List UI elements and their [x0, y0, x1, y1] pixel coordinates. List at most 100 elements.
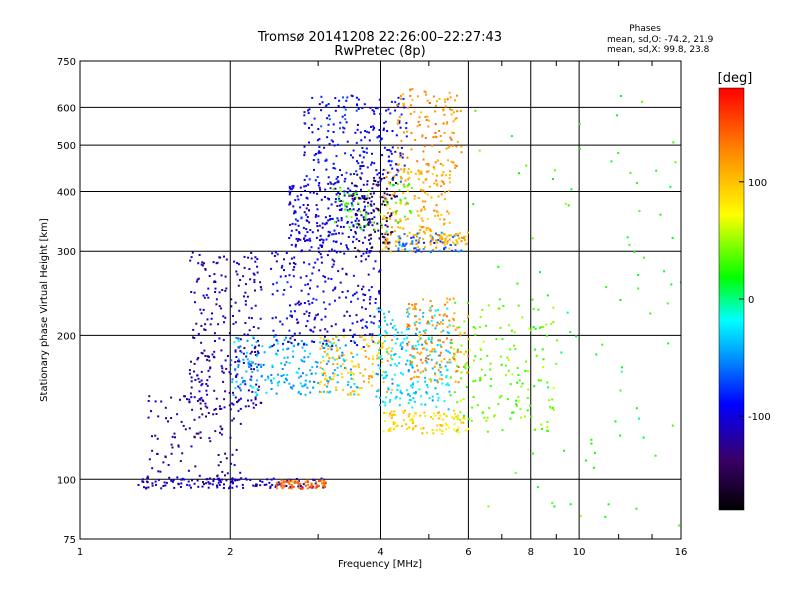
data-point: [431, 367, 434, 370]
data-point: [345, 215, 348, 218]
data-point: [309, 279, 312, 282]
data-point: [299, 375, 302, 378]
data-point: [307, 183, 310, 186]
data-point: [412, 236, 415, 239]
data-point: [410, 170, 413, 173]
data-point: [327, 380, 330, 383]
data-point: [438, 417, 441, 420]
data-point: [235, 380, 238, 383]
data-point: [337, 180, 340, 183]
data-point: [339, 186, 342, 189]
data-point: [362, 374, 365, 377]
data-point: [402, 102, 405, 105]
data-point: [397, 247, 400, 250]
data-point: [364, 325, 367, 328]
data-point: [235, 485, 238, 488]
data-point: [415, 303, 418, 305]
data-point: [304, 481, 307, 484]
data-point: [449, 361, 452, 364]
data-point: [231, 378, 234, 381]
data-point: [407, 341, 410, 344]
data-point: [319, 337, 322, 339]
data-point: [286, 379, 288, 382]
data-point: [438, 363, 441, 366]
data-point: [318, 182, 321, 184]
data-point: [567, 204, 570, 207]
data-point: [378, 367, 381, 370]
data-point: [371, 109, 374, 112]
data-point: [295, 478, 298, 480]
data-point: [463, 236, 466, 239]
data-point: [219, 256, 222, 259]
data-point: [444, 100, 447, 103]
data-point: [389, 427, 392, 430]
data-point: [315, 153, 317, 155]
data-point: [214, 291, 217, 293]
data-point: [486, 416, 489, 419]
data-point: [362, 209, 365, 212]
data-point: [392, 423, 395, 425]
data-point: [187, 469, 190, 472]
data-point: [270, 379, 273, 382]
data-point: [427, 227, 430, 230]
data-point: [526, 409, 529, 412]
data-point: [409, 395, 411, 397]
data-point: [252, 336, 255, 339]
data-point: [324, 223, 327, 226]
data-point: [440, 180, 443, 183]
data-point: [416, 125, 419, 128]
data-point: [394, 422, 397, 424]
data-point: [305, 310, 308, 313]
data-point: [451, 144, 454, 147]
data-point: [314, 360, 317, 363]
data-point: [291, 315, 293, 318]
data-point: [387, 386, 390, 389]
data-point: [484, 374, 487, 377]
data-point: [411, 383, 414, 386]
data-point: [415, 327, 418, 330]
data-point: [428, 322, 431, 325]
data-point: [221, 289, 224, 291]
data-point: [330, 378, 333, 381]
data-point: [354, 131, 357, 134]
data-point: [276, 342, 279, 345]
data-point: [319, 366, 322, 369]
data-point: [424, 331, 427, 334]
data-point: [347, 209, 350, 212]
data-point: [312, 266, 315, 269]
data-point: [324, 486, 326, 488]
data-point: [434, 373, 437, 376]
data-point: [426, 115, 429, 118]
data-point: [429, 350, 432, 353]
data-point: [433, 167, 436, 170]
data-point: [421, 315, 424, 318]
data-point: [540, 379, 542, 382]
data-point: [459, 411, 462, 414]
y-tick-label: 300: [57, 247, 76, 258]
data-point: [199, 308, 202, 311]
data-point: [481, 411, 484, 414]
data-point: [517, 374, 520, 376]
data-point: [333, 229, 336, 232]
data-point: [201, 264, 204, 267]
data-point: [366, 343, 368, 346]
data-point: [401, 341, 404, 344]
data-point: [308, 237, 311, 240]
data-point: [510, 329, 513, 332]
data-point: [590, 442, 593, 445]
data-point: [431, 399, 434, 402]
data-point: [399, 198, 402, 201]
x-tick-label: 6: [465, 547, 471, 558]
data-point: [256, 353, 259, 356]
data-point: [384, 404, 387, 407]
data-point: [324, 378, 327, 381]
data-point: [360, 172, 363, 175]
data-point: [157, 478, 160, 481]
data-point: [240, 351, 243, 354]
data-point: [338, 197, 341, 200]
data-point: [317, 229, 319, 232]
data-point: [381, 232, 384, 235]
data-point: [288, 274, 291, 277]
data-point: [352, 294, 355, 297]
data-point: [377, 307, 380, 310]
